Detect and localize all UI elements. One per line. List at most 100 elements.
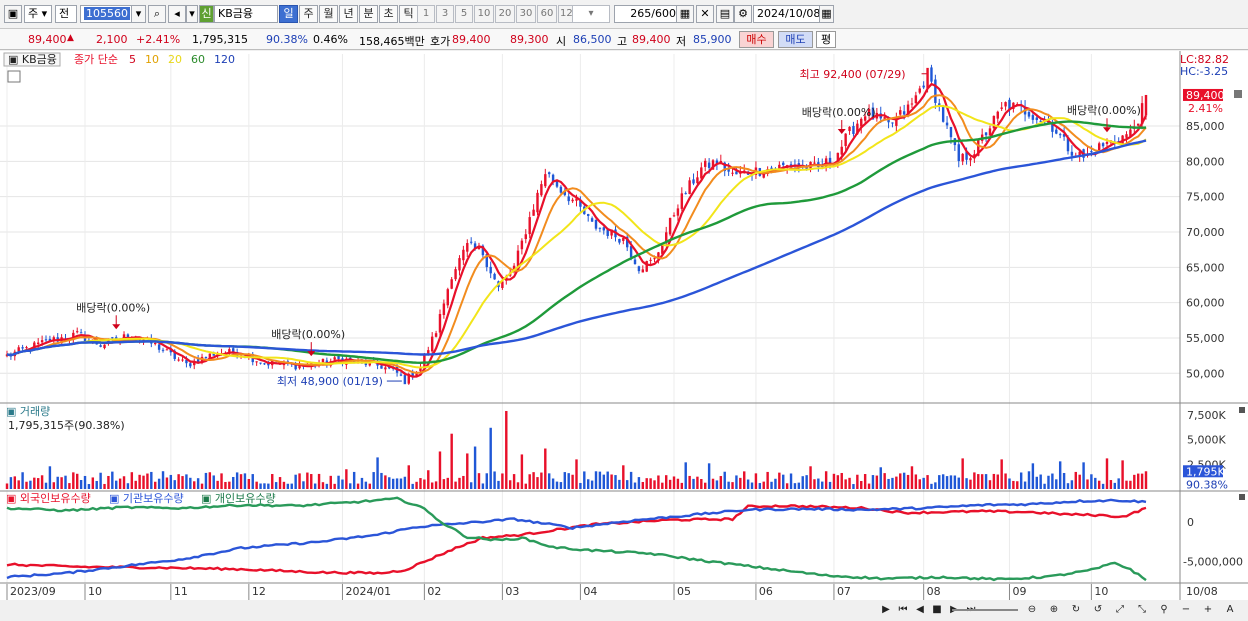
calendar-icon[interactable]: ▦ (819, 5, 834, 23)
volume-bar (29, 480, 32, 489)
candle-body (540, 184, 543, 196)
candle-body (1031, 115, 1035, 120)
candle-body (692, 179, 695, 184)
candle-body (844, 133, 847, 147)
zoom-button[interactable]: ⊖ (1027, 604, 1037, 615)
volume-bar (665, 475, 668, 489)
grid-icon[interactable]: ▦ (676, 5, 694, 23)
nav-button[interactable]: ■ (932, 604, 942, 615)
candle-body (481, 245, 485, 256)
volume-bar (918, 479, 921, 489)
candle-body (434, 333, 438, 337)
volume-bar (797, 482, 801, 489)
interval-button[interactable]: 1 (417, 5, 435, 23)
candle-body (79, 332, 83, 334)
code-dropdown-icon[interactable]: ▾ (131, 5, 146, 23)
candle-body (169, 349, 173, 353)
nav-button[interactable]: ⏮ (898, 604, 908, 615)
crosshair-icon[interactable]: ✕ (696, 5, 714, 23)
zoom-button[interactable]: ↺ (1093, 604, 1103, 615)
volume-bar (9, 477, 13, 489)
buy-button[interactable]: 매수 (739, 31, 774, 48)
candle-body (103, 344, 106, 349)
volume-bar (364, 481, 368, 489)
speaker-dropdown-icon[interactable]: ▾ (186, 5, 198, 23)
interval-button[interactable]: 10 (474, 5, 494, 23)
volume-bar (715, 480, 719, 489)
volume-bar (224, 481, 227, 489)
count-field[interactable]: 265/600 (614, 5, 680, 23)
interval-button[interactable]: 3 (436, 5, 454, 23)
x-tick-label: 02 (427, 585, 441, 598)
volume-bar (196, 478, 200, 489)
last-pct-label: 2.41% (1188, 102, 1223, 115)
volume-bar (411, 483, 414, 489)
stock-chart[interactable]: 배당락(0.00%) 배당락(0.00%) 배당락(0.00%) 배당락(0.00%)… (0, 51, 1248, 600)
menu-icon[interactable]: ▣ (4, 5, 22, 23)
mode-select[interactable]: 주 ▾ (24, 5, 52, 23)
period-button[interactable]: 틱 (399, 5, 418, 23)
volume-bar (1004, 473, 1007, 489)
code-input[interactable]: 105560 (80, 5, 146, 23)
zoom-button[interactable]: A (1226, 604, 1234, 615)
interval-button[interactable]: 20 (495, 5, 515, 23)
volume-bar (134, 480, 137, 489)
period-button[interactable]: 초 (379, 5, 398, 23)
zoom-button[interactable]: − (1181, 604, 1191, 615)
zoom-button[interactable]: ↻ (1071, 604, 1081, 615)
date-field[interactable]: 2024/10/08 (753, 5, 823, 23)
zoom-button[interactable]: ⤢ (1116, 604, 1124, 615)
candle-body (419, 366, 422, 372)
volume-bar (497, 480, 500, 489)
period-button[interactable]: 주 (299, 5, 318, 23)
volume-bar (154, 481, 157, 489)
candle-body (1051, 123, 1054, 132)
zoom-slider[interactable] (952, 609, 1018, 611)
period-button[interactable]: 일 (279, 5, 298, 23)
volume-bar (442, 479, 446, 489)
volume-bar (746, 479, 750, 489)
candle-body (489, 266, 492, 274)
sell-button[interactable]: 매도 (778, 31, 813, 48)
volume-bar (887, 478, 890, 489)
dividend-arrow (837, 129, 846, 135)
volume-bar (212, 475, 215, 489)
quote-bar (0, 29, 1248, 50)
save-icon[interactable]: ▤ (716, 5, 734, 23)
ma-legend-item: 60 (191, 53, 205, 66)
period-button[interactable]: 분 (359, 5, 378, 23)
period-button[interactable]: 년 (339, 5, 358, 23)
volume-bar (403, 476, 407, 489)
volume-bar (622, 465, 625, 489)
search-icon[interactable]: ⌕ (148, 5, 166, 23)
zoom-button[interactable]: ⤡ (1138, 604, 1146, 615)
volume-bar (169, 474, 173, 489)
candle-body (641, 269, 645, 273)
nav-button[interactable]: ◀ (916, 604, 924, 615)
interval-button[interactable]: 60 (537, 5, 557, 23)
dividend-label: 배당락(0.00%) (271, 328, 345, 341)
eval-button[interactable]: 평 (816, 31, 836, 48)
speaker-icon[interactable]: ◂ (168, 5, 186, 23)
volume-bar (992, 473, 996, 489)
interval-custom[interactable]: ▾ (572, 5, 610, 23)
candle-body (423, 354, 426, 367)
zoom-button[interactable]: + (1203, 604, 1213, 615)
gear-icon[interactable]: ⚙ (734, 5, 752, 23)
zoom-button[interactable]: ⚲ (1160, 604, 1168, 615)
volume-bar (762, 481, 765, 489)
volume-bar (661, 482, 664, 489)
volume-bar (185, 474, 188, 489)
volume-bar (189, 477, 192, 489)
interval-button[interactable]: 30 (516, 5, 536, 23)
price-tick-label: 80,000 (1186, 155, 1225, 168)
volume-bar (271, 474, 274, 489)
market-select[interactable]: 전 (55, 5, 77, 23)
quote-ask: 89,400 (452, 33, 491, 46)
stock-name-field[interactable]: KB금융 (214, 5, 278, 23)
interval-button[interactable]: 5 (455, 5, 473, 23)
period-button[interactable]: 월 (319, 5, 338, 23)
nav-button[interactable]: ▶ (882, 604, 890, 615)
candle-body (899, 110, 902, 115)
zoom-button[interactable]: ⊕ (1049, 604, 1059, 615)
